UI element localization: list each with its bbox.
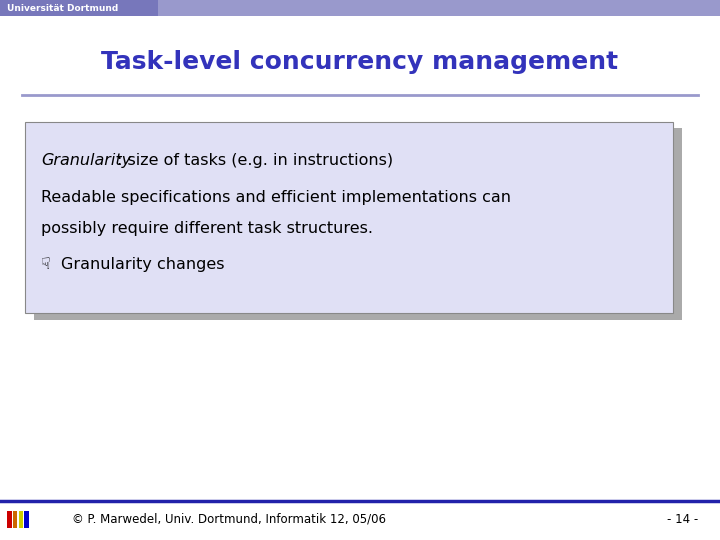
Text: Universität Dortmund: Universität Dortmund	[7, 4, 119, 12]
Bar	[7, 511, 12, 528]
Text: Task-level concurrency management: Task-level concurrency management	[102, 50, 618, 74]
Bar	[19, 511, 23, 528]
Text: Readable specifications and efficient implementations can: Readable specifications and efficient im…	[41, 190, 511, 205]
Text: ☟  Granularity changes: ☟ Granularity changes	[41, 258, 225, 273]
Text: Granularity: Granularity	[41, 153, 131, 168]
FancyBboxPatch shape	[25, 122, 673, 313]
Text: : size of tasks (e.g. in instructions): : size of tasks (e.g. in instructions)	[117, 153, 393, 168]
Bar	[0, 0, 158, 16]
Text: possibly require different task structures.: possibly require different task structur…	[41, 221, 373, 236]
Bar	[0, 0, 720, 16]
FancyBboxPatch shape	[34, 128, 682, 320]
Bar	[13, 511, 17, 528]
Text: © P. Marwedel, Univ. Dortmund, Informatik 12, 05/06: © P. Marwedel, Univ. Dortmund, Informati…	[72, 513, 386, 526]
Text: - 14 -: - 14 -	[667, 513, 698, 526]
Bar	[24, 511, 29, 528]
